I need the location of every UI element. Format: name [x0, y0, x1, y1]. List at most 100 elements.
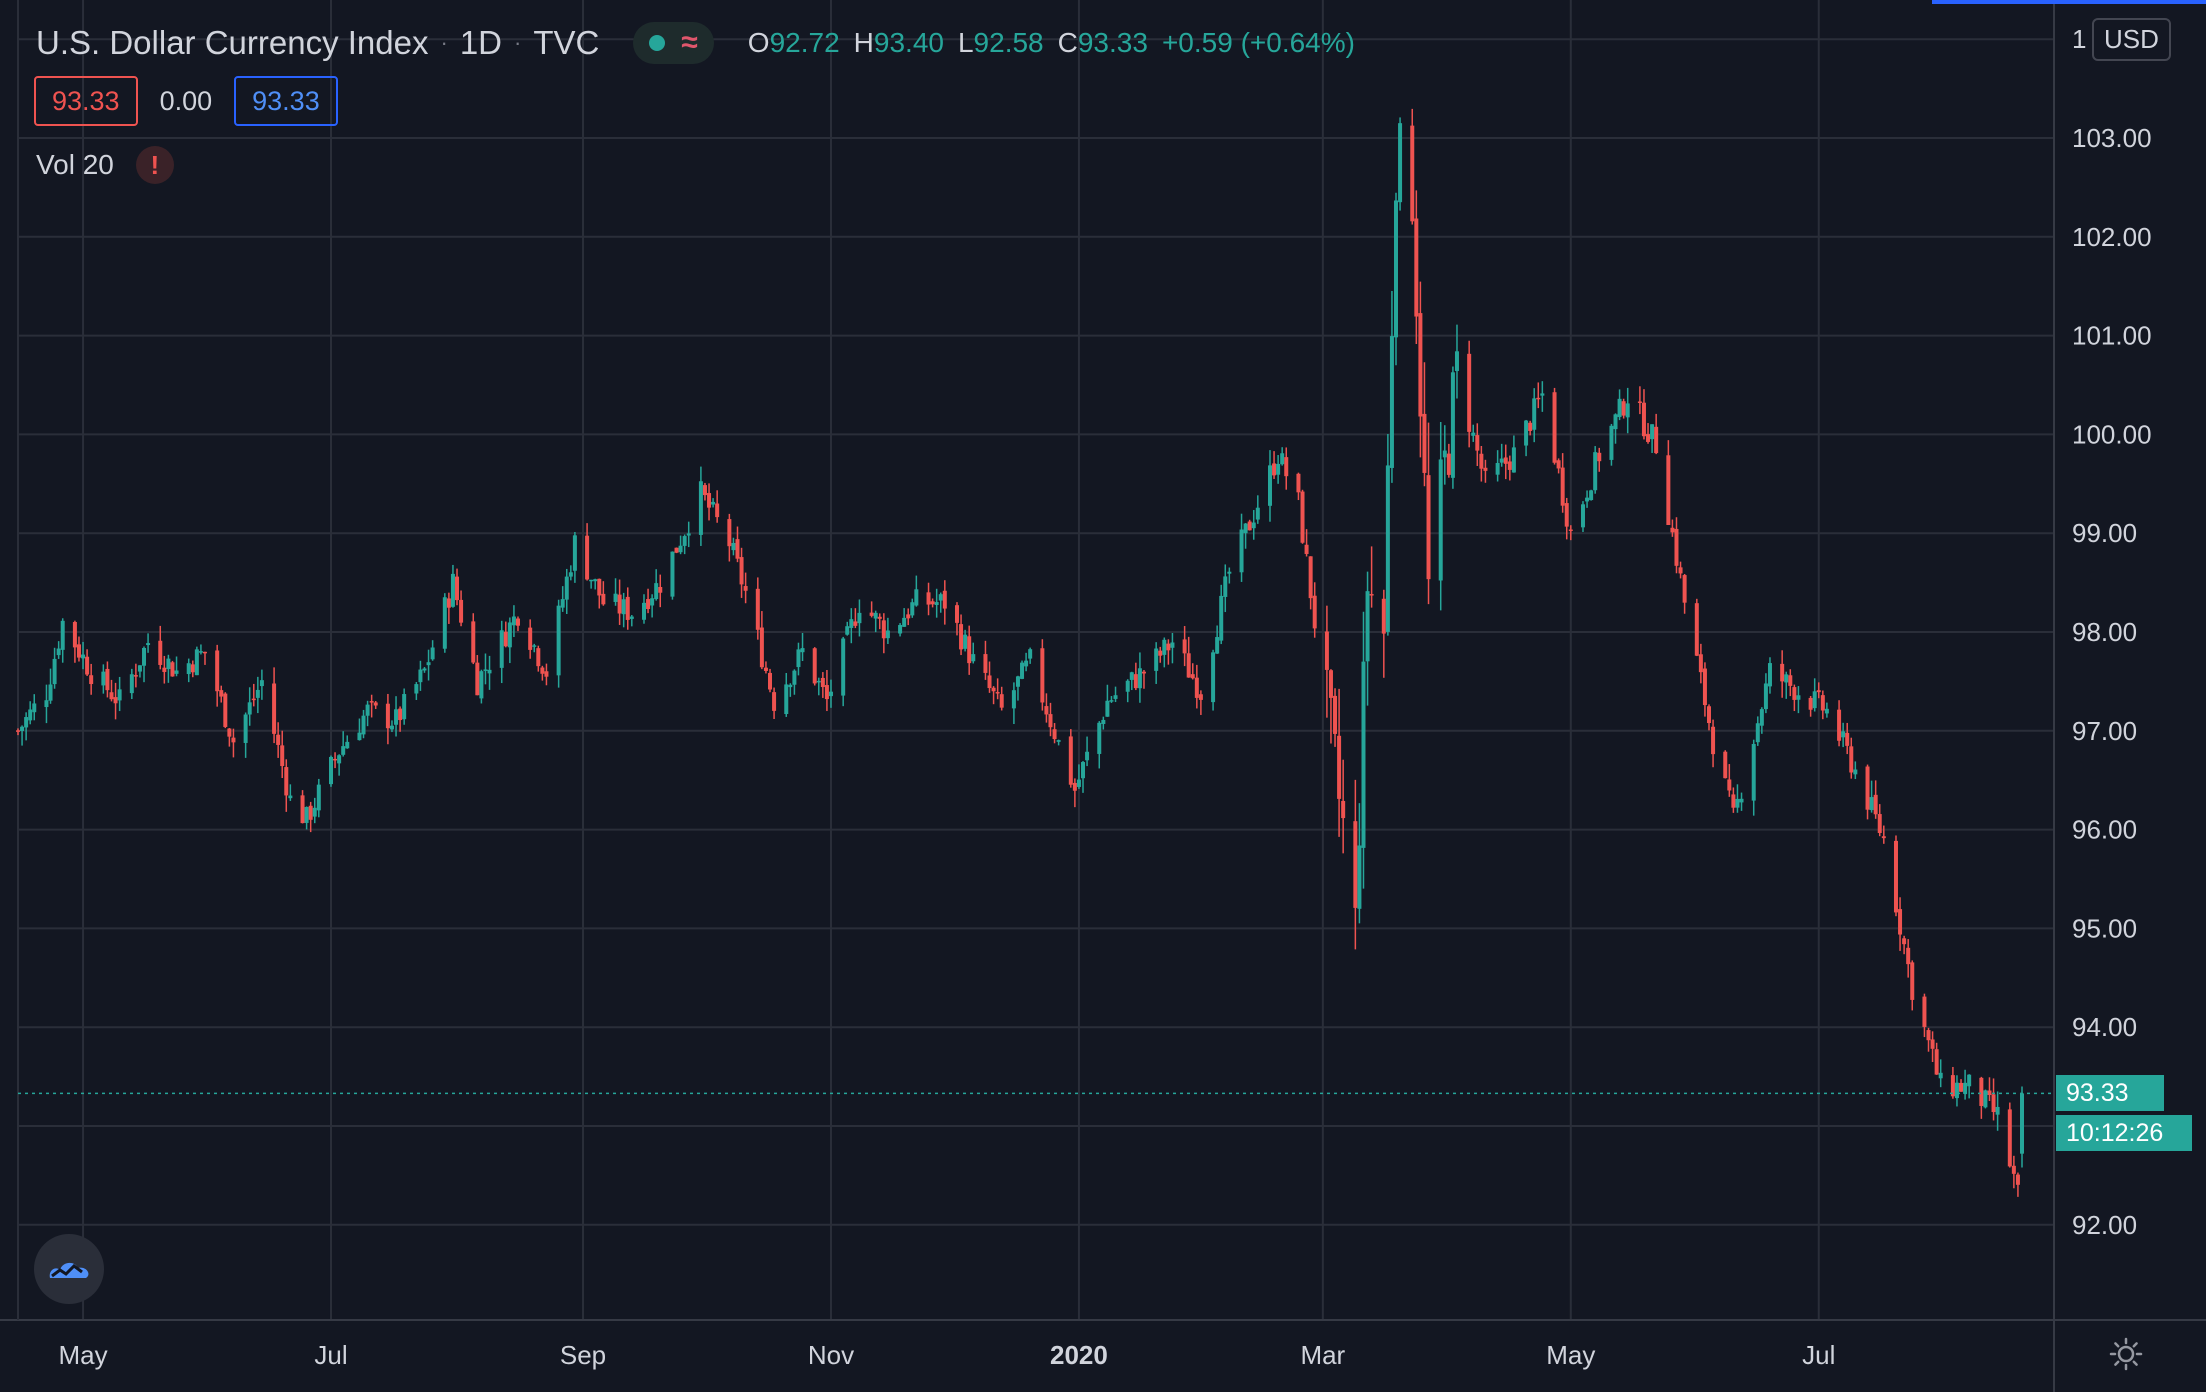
- candle: [650, 594, 655, 618]
- candle: [1068, 729, 1073, 788]
- candle-body: [475, 662, 480, 696]
- candle-body: [942, 590, 947, 609]
- volume-indicator-label[interactable]: Vol 20: [36, 149, 114, 180]
- candle: [1796, 686, 1801, 714]
- gear-icon[interactable]: [2108, 1336, 2144, 1372]
- candle-body: [1495, 462, 1500, 475]
- candle-body: [357, 732, 362, 741]
- symbol-name[interactable]: U.S. Dollar Currency Index: [36, 24, 429, 61]
- candle-body: [1442, 450, 1447, 458]
- candle: [2007, 1102, 2012, 1168]
- candle-body: [792, 670, 797, 685]
- candle: [1585, 490, 1590, 508]
- candle-body: [1333, 695, 1338, 734]
- candle: [1641, 389, 1646, 440]
- candle-body: [1987, 1090, 1992, 1095]
- candle-body: [1564, 503, 1569, 527]
- candle-body: [820, 677, 825, 688]
- candle: [369, 694, 374, 718]
- candle: [389, 720, 394, 733]
- candle-body: [853, 621, 858, 626]
- candle-body: [1483, 467, 1488, 471]
- candle: [190, 660, 195, 678]
- candle-body: [1369, 594, 1374, 596]
- candle: [1186, 636, 1191, 678]
- candle-body: [727, 519, 732, 547]
- candle: [398, 706, 403, 732]
- candle: [881, 613, 886, 654]
- candle-body: [1450, 372, 1455, 478]
- candle: [1637, 386, 1642, 415]
- candle: [515, 616, 520, 632]
- candle-body: [1479, 453, 1484, 469]
- candle-body: [1166, 643, 1171, 651]
- tradingview-cloud-icon[interactable]: [34, 1234, 104, 1304]
- candle-body: [1991, 1094, 1996, 1113]
- candle-body: [1081, 762, 1086, 779]
- candle: [1394, 192, 1399, 366]
- candle: [885, 617, 890, 644]
- candle-body: [280, 745, 285, 767]
- y-tick-label: 96.00: [2072, 815, 2137, 845]
- ohlc-values: O 92.72 H 93.40 L 92.58 C 93.33 +0.59 (+…: [748, 27, 1355, 59]
- candle: [1101, 716, 1106, 730]
- candle-body: [1711, 726, 1716, 755]
- candle-body: [1137, 668, 1142, 689]
- candle-body: [1410, 125, 1415, 222]
- candle: [800, 632, 805, 662]
- currency-button[interactable]: USD: [2092, 18, 2171, 61]
- interval-label[interactable]: 1D: [459, 24, 502, 61]
- candle-body: [1272, 463, 1277, 476]
- candle: [731, 537, 736, 556]
- candle: [873, 610, 878, 633]
- sell-price-button[interactable]: 93.33: [34, 76, 138, 126]
- candle-body: [1243, 523, 1248, 534]
- candle-body: [1304, 544, 1309, 554]
- market-status-pill[interactable]: ≈: [633, 22, 714, 64]
- candle-body: [247, 702, 252, 715]
- candle: [442, 593, 447, 653]
- candle-body: [231, 737, 236, 743]
- candle-body: [556, 605, 561, 676]
- candle: [1247, 519, 1252, 531]
- candle: [1475, 423, 1480, 466]
- candle: [316, 778, 321, 818]
- candle-body: [987, 675, 992, 689]
- price-axis[interactable]: 92.0093.0094.0095.0096.0097.0098.0099.00…: [2072, 24, 2152, 1240]
- candle-body: [788, 684, 793, 688]
- candle: [137, 665, 142, 678]
- candle-body: [1190, 674, 1195, 679]
- candle: [1483, 459, 1488, 483]
- candle: [1784, 671, 1789, 699]
- candle-body: [133, 675, 138, 677]
- candle-body: [763, 667, 768, 671]
- candle-body: [2011, 1165, 2016, 1174]
- candle-body: [373, 702, 378, 706]
- time-axis[interactable]: May Jul Sep Nov 2020 Mar May Jul: [58, 1340, 1835, 1370]
- candle-body: [194, 649, 199, 676]
- candle: [1471, 424, 1476, 442]
- candle-body: [1597, 452, 1602, 462]
- candle: [259, 669, 264, 700]
- candle: [1751, 739, 1756, 816]
- candle: [170, 660, 175, 677]
- candle-body: [1670, 527, 1675, 533]
- candle-body: [85, 656, 90, 675]
- candle-body: [1068, 736, 1073, 785]
- x-tick-label: Jul: [314, 1340, 347, 1370]
- candle: [585, 523, 590, 581]
- change-value: +0.59 (+0.64%): [1161, 27, 1355, 58]
- candle-body: [1015, 676, 1020, 687]
- candle-body: [137, 665, 142, 672]
- candle-body: [1898, 909, 1903, 935]
- candle: [503, 621, 508, 648]
- buy-price-button[interactable]: 93.33: [234, 76, 338, 126]
- warning-icon[interactable]: !: [135, 146, 174, 184]
- volume-indicator-legend[interactable]: Vol 20 !: [36, 146, 174, 184]
- candle: [568, 565, 573, 581]
- candle-body: [1613, 414, 1618, 430]
- candle-body: [1471, 432, 1476, 436]
- candle: [1536, 382, 1541, 409]
